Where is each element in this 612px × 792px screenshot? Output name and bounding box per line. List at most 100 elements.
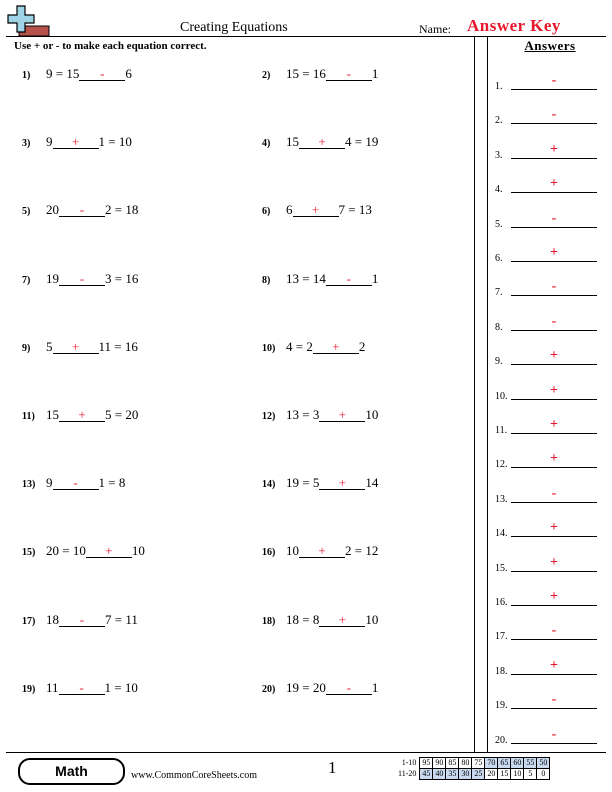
answer-blank[interactable]: - <box>59 272 105 286</box>
score-cell: 60 <box>510 757 525 769</box>
answer-line[interactable] <box>511 605 597 606</box>
website-link[interactable]: www.CommonCoreSheets.com <box>131 770 258 781</box>
problem-3: 3) 9 +1 = 10 <box>22 134 132 150</box>
problem-right: 1 = 10 <box>104 679 138 695</box>
answer-blank[interactable]: + <box>319 613 366 627</box>
answer-number: 11. <box>495 425 508 436</box>
answer-blank[interactable]: - <box>59 613 105 627</box>
problem-8: 8) 13 = 14-1 <box>262 271 378 287</box>
answer-line[interactable] <box>511 261 597 262</box>
answer-blank[interactable]: + <box>299 135 345 150</box>
answer-blank[interactable]: + <box>59 408 105 422</box>
problem-number: 20) <box>262 683 276 695</box>
answer-line[interactable] <box>511 501 597 503</box>
answer-blank[interactable]: + <box>312 340 359 354</box>
answer-blank[interactable]: + <box>319 408 366 422</box>
problem-right: 11 = 16 <box>98 338 138 354</box>
score-cell: 40 <box>432 768 447 780</box>
problem-number: 2) <box>262 70 271 81</box>
answer-line[interactable] <box>511 708 597 710</box>
problem-13: 13) 9-1 = 8 <box>22 475 125 491</box>
problem-number: 10) <box>262 342 276 354</box>
problem-left: 15 = 16 <box>286 66 326 81</box>
problem-number: 19) <box>22 683 36 695</box>
problem-number: 12) <box>262 411 276 422</box>
answer-number: 13. <box>495 493 508 505</box>
problem-number: 18) <box>262 615 276 627</box>
score-cell: 20 <box>484 768 499 780</box>
answer-number: 5. <box>495 218 503 230</box>
answer-line[interactable] <box>511 536 597 538</box>
score-cell: 90 <box>432 757 447 769</box>
answer-value: + <box>550 417 558 432</box>
instructions: Use + or - to make each equation correct… <box>14 40 207 52</box>
problem-number: 9) <box>22 342 31 354</box>
score-cell: 50 <box>536 757 551 769</box>
answer-blank[interactable]: - <box>59 203 105 218</box>
answer-value: - <box>551 210 557 226</box>
answer-line[interactable] <box>511 433 597 434</box>
answer-blank[interactable]: + <box>85 544 132 559</box>
answer-blank[interactable]: + <box>319 476 366 491</box>
problem-left: 19 <box>46 270 59 286</box>
answer-blank[interactable]: + <box>52 340 99 354</box>
answer-blank[interactable]: - <box>325 67 372 81</box>
answer-line[interactable] <box>511 467 597 469</box>
answer-line[interactable] <box>511 295 597 297</box>
answer-number: 8. <box>495 321 503 333</box>
problem-right: 1 <box>371 679 379 695</box>
answer-number: 2. <box>495 115 503 127</box>
answer-blank[interactable]: - <box>58 681 105 695</box>
problem-15: 15) 20 = 10 +10 <box>22 543 145 559</box>
answer-line[interactable] <box>511 192 597 194</box>
answer-line[interactable] <box>511 364 597 366</box>
answer-blank[interactable]: - <box>325 681 372 695</box>
problem-number: 4) <box>262 138 271 150</box>
problem-11: 11) 15 +5 = 20 <box>22 407 138 423</box>
answer-line[interactable] <box>511 673 597 675</box>
answer-line[interactable] <box>511 639 597 641</box>
answer-number: 20. <box>495 734 508 746</box>
answer-row-14: 14. + <box>495 519 597 539</box>
answer-line[interactable] <box>511 398 597 400</box>
answer-row-4: 4. + <box>495 175 597 195</box>
answer-line[interactable] <box>511 226 597 228</box>
problem-9: 9) 5 +11 = 16 <box>22 339 138 355</box>
problem-left: 11 <box>46 679 59 695</box>
answer-blank[interactable]: + <box>292 203 339 218</box>
problem-left: 13 = 3 <box>286 407 320 422</box>
answer-row-8: 8. - <box>495 313 597 333</box>
answer-line[interactable] <box>511 157 597 159</box>
answer-row-3: 3. + <box>495 141 597 161</box>
problem-right: 7 = 11 <box>105 611 138 627</box>
problem-number: 3) <box>22 138 31 150</box>
problem-left: 19 = 20 <box>286 679 326 695</box>
answer-number: 19. <box>495 700 508 712</box>
answer-blank[interactable]: - <box>79 67 126 81</box>
score-cell: 70 <box>484 757 499 769</box>
problem-right: 4 = 19 <box>345 134 379 150</box>
answer-blank[interactable]: - <box>52 476 99 491</box>
score-cell: 65 <box>497 757 512 769</box>
answer-blank[interactable]: - <box>325 272 372 286</box>
answer-value: + <box>550 348 558 364</box>
answer-value: + <box>550 451 558 467</box>
answer-key-label: Answer Key <box>467 16 561 35</box>
answer-row-18: 18. + <box>495 657 597 677</box>
answer-line[interactable] <box>511 89 597 90</box>
answer-number: 1. <box>495 81 503 92</box>
problem-14: 14) 19 = 5 +14 <box>262 475 378 491</box>
problem-left: 5 <box>46 338 53 354</box>
answer-line[interactable] <box>511 329 597 331</box>
answer-blank[interactable]: + <box>52 135 99 150</box>
answer-line[interactable] <box>511 570 597 572</box>
problem-left: 9 <box>46 475 53 491</box>
answer-row-2: 2. - <box>495 106 597 126</box>
problem-left: 15 <box>286 134 299 150</box>
answer-line[interactable] <box>511 123 597 125</box>
answer-blank[interactable]: + <box>299 544 345 559</box>
answer-line[interactable] <box>511 742 597 744</box>
header-rule <box>6 36 606 37</box>
problem-10: 10) 4 = 2 +2 <box>262 339 365 355</box>
answer-number: 9. <box>495 356 503 368</box>
